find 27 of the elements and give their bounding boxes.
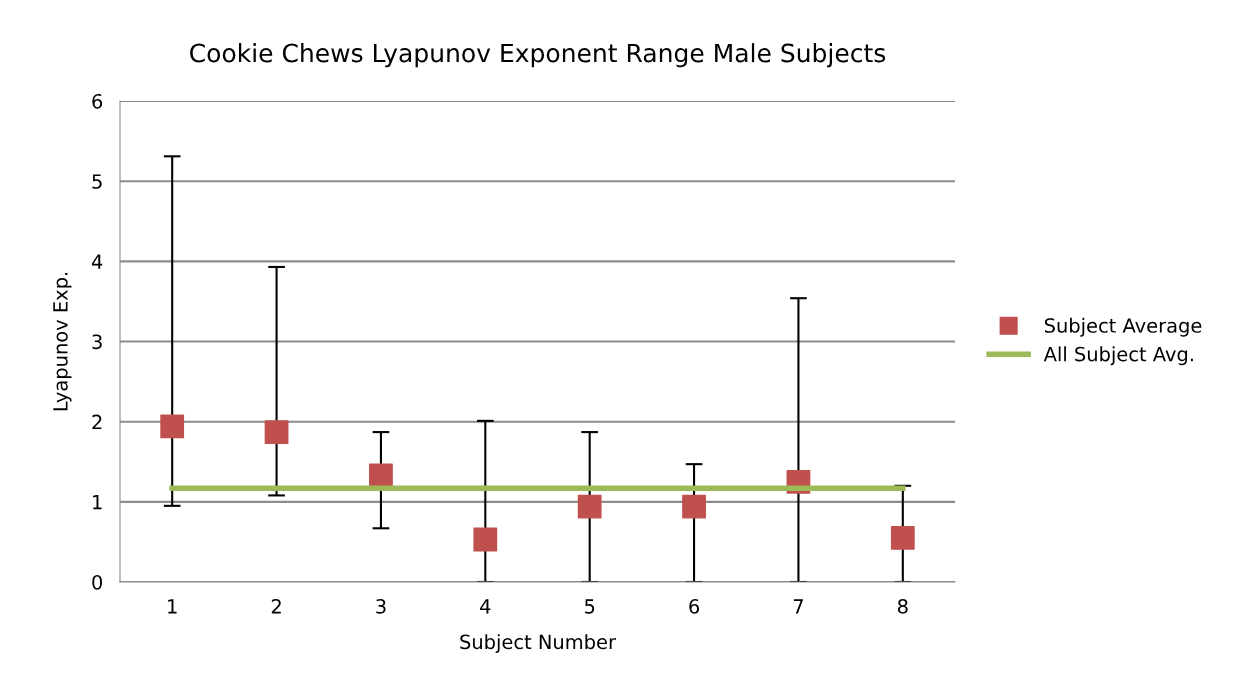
point <box>264 420 289 444</box>
legend-label: Subject Average <box>1044 317 1202 337</box>
y-tick-label: 2 <box>92 414 102 430</box>
x-tick-label: 6 <box>689 599 700 614</box>
point <box>473 527 498 552</box>
y-axis-title: Lyapunov Exp. <box>53 272 72 411</box>
point <box>369 463 393 488</box>
x-tick-label: 2 <box>271 599 281 614</box>
y-tick-label: 5 <box>92 174 102 189</box>
point <box>577 494 602 519</box>
x-tick-label: 7 <box>793 599 803 614</box>
x-tick-label: 4 <box>480 599 491 614</box>
y-tick-label: 0 <box>92 574 103 590</box>
y-tick-label: 6 <box>92 93 103 109</box>
x-tick-label: 5 <box>585 599 595 614</box>
point <box>160 414 185 439</box>
x-tick-label: 1 <box>168 599 177 614</box>
y-tick-label: 1 <box>93 495 102 510</box>
x-tick-label: 8 <box>897 599 908 614</box>
legend-label: All Subject Avg. <box>1043 346 1193 366</box>
y-tick-label: 3 <box>92 334 102 350</box>
point <box>682 494 706 519</box>
x-tick-label: 3 <box>376 599 386 614</box>
point <box>890 526 915 550</box>
y-tick-label: 4 <box>91 254 103 269</box>
x-axis-title: Subject Number <box>460 634 616 653</box>
chart-title: Cookie Chews Lyapunov Exponent Range Male Subjects <box>190 43 886 68</box>
